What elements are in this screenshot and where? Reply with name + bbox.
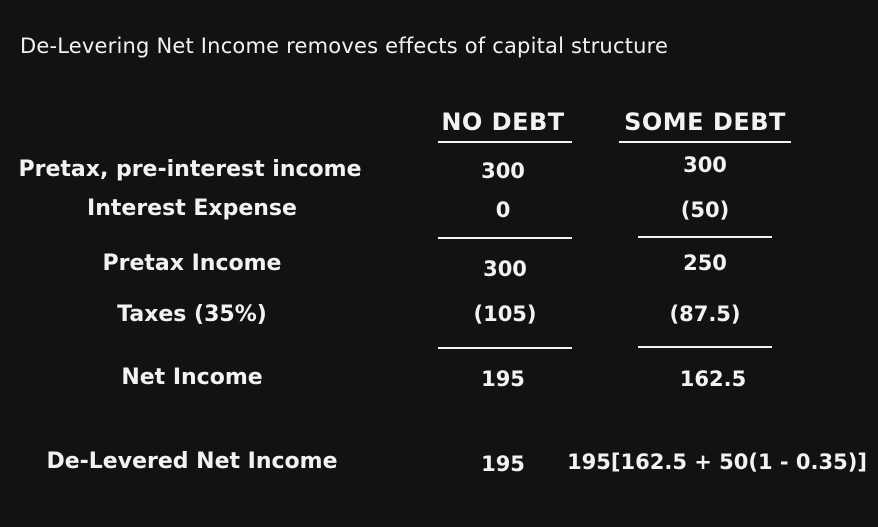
row-label-net-income: Net Income [121,365,263,390]
row-label-pretax-pre-interest-income: Pretax, pre-interest income [18,157,362,182]
value-some-debt-interest-expense: (50) [680,198,730,222]
value-no-debt-pretax-pre-interest: 300 [481,159,525,183]
value-no-debt-delevered: 195 [481,452,525,476]
header-underline-some-debt [619,141,791,143]
column-header-no-debt: NO DEBT [441,108,565,136]
value-some-debt-delevered: 195[162.5 + 50(1 - 0.35)] [567,450,867,474]
subtotal-rule-some-debt [638,236,772,238]
value-no-debt-interest-expense: 0 [495,198,511,222]
row-label-interest-expense: Interest Expense [87,196,297,221]
slide-title: De-Levering Net Income removes effects o… [20,34,669,58]
value-no-debt-pretax-income: 300 [483,257,527,281]
value-some-debt-pretax-income: 250 [683,251,727,275]
row-label-pretax-income: Pretax Income [102,251,282,276]
column-header-some-debt: SOME DEBT [624,108,786,136]
subtotal-rule-no-debt [438,237,572,239]
row-label-delevered-net-income: De-Levered Net Income [46,449,338,474]
value-some-debt-taxes: (87.5) [669,302,741,326]
total-rule-no-debt [438,347,572,349]
header-underline-no-debt [438,141,572,143]
row-label-taxes: Taxes (35%) [117,302,267,327]
total-rule-some-debt [638,346,772,348]
value-some-debt-pretax-pre-interest: 300 [683,153,727,177]
value-no-debt-net-income: 195 [481,367,525,391]
value-no-debt-taxes: (105) [473,302,537,326]
value-some-debt-net-income: 162.5 [679,367,747,391]
